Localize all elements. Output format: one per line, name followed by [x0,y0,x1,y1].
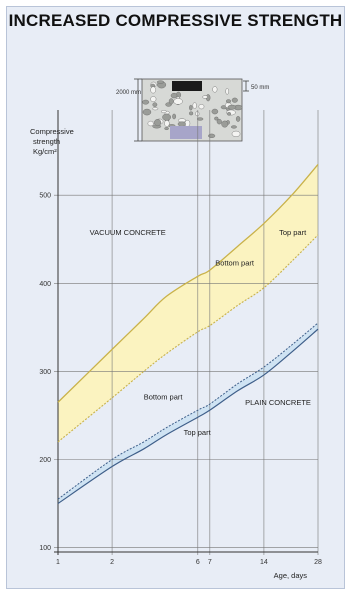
annotation-5: Top part [184,428,212,437]
chart-title: INCREASED COMPRESSIVE STRENGTH [8,11,343,30]
inset-left-label: 2000 mm [116,90,141,96]
x-tick-label: 2 [110,559,114,566]
x-tick-label: 14 [260,559,268,566]
annotation-2: Bottom part [215,259,255,268]
y-tick-label: 200 [39,457,51,464]
inset-right-label: 50 mm [251,85,269,91]
annotation-3: Bottom part [144,393,184,402]
x-tick-label: 28 [314,559,322,566]
annotation-0: VACUUM CONCRETE [90,228,166,237]
series-line-vacuum-bottom [57,234,319,443]
plot-area: 100 200 300 400 500 1 2 6 7 14 28 VACUUM CONCRETE To… [39,110,322,566]
annotation-4: PLAIN CONCRETE [245,398,311,407]
series-line-vacuum-top [57,163,319,403]
x-tick-label: 7 [208,559,212,566]
y-tick-label: 100 [39,545,51,552]
series-line-plain-bottom [57,322,319,500]
y-axis-label: Compressive strength Kg/cm² [30,127,74,156]
annotation-1: Top part [279,228,307,237]
series-line-plain-top [57,328,319,505]
y-tick-label: 400 [39,281,51,288]
y-tick-label: 300 [39,369,51,376]
x-tick-label: 1 [56,559,60,566]
sample-bottom-pad [170,126,202,139]
sample-top-plate [172,81,202,91]
y-tick-label: 500 [39,193,51,200]
plain-band [58,322,318,504]
concrete-sample-inset: 2000 mm 50 mm [116,78,269,142]
x-tick-label: 6 [196,559,200,566]
x-axis-label: Age, days [274,571,308,580]
